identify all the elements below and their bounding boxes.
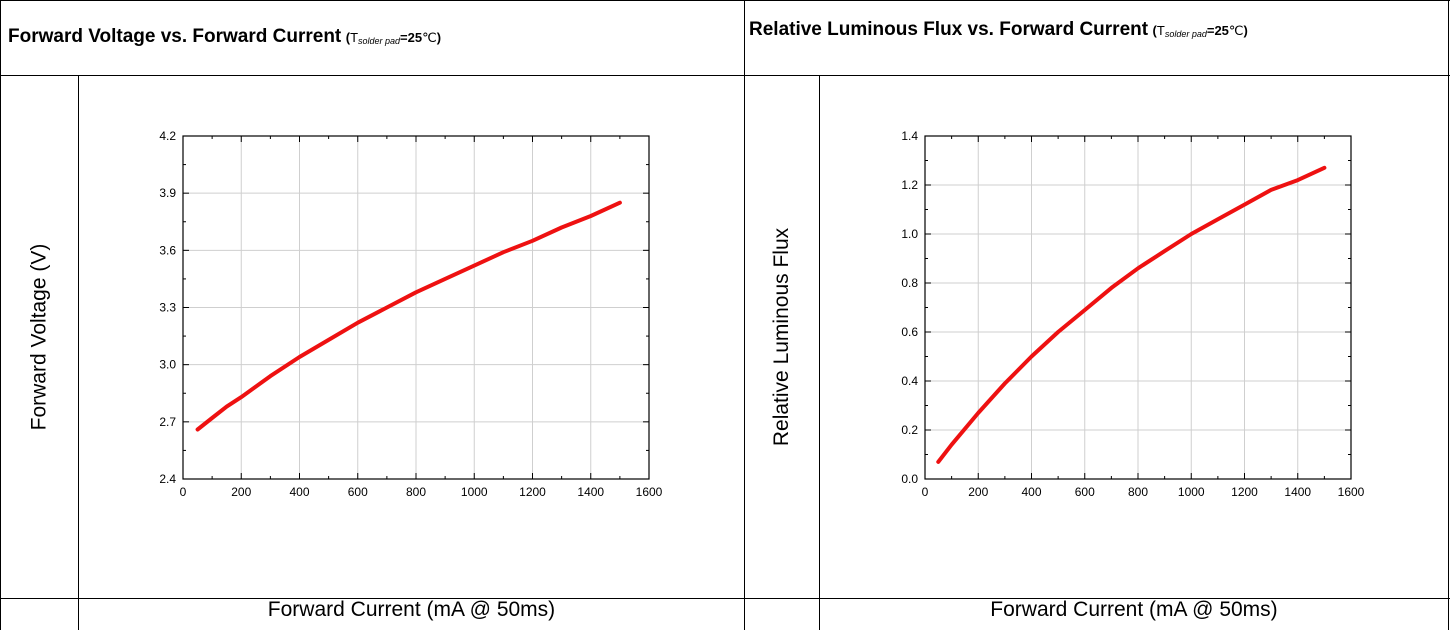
panel-1-condition: (Tsolder pad=25℃): [345, 30, 442, 46]
plot-row-bottom-border: [0, 598, 1450, 599]
fv-x-tick-label: 0: [180, 485, 187, 499]
flux-y-tick-label: 1.2: [901, 178, 918, 192]
panel-1-title: Forward Voltage vs. Forward Current: [8, 26, 342, 47]
table-left-border: [0, 0, 1, 630]
panel-2-xlabel: Forward Current (mA @ 50ms): [990, 598, 1278, 621]
flux-x-tick-label: 200: [968, 485, 988, 499]
flux-y-tick-label: 1.0: [901, 227, 918, 241]
fv-x-tick-label: 1000: [461, 485, 488, 499]
fv-y-tick-label: 3.6: [159, 243, 176, 257]
flux-series-line: [936, 165, 1327, 464]
flux-x-tick-label: 0: [922, 485, 929, 499]
header-bottom-border: [0, 75, 1450, 76]
fv-x-tick-label: 1600: [636, 485, 663, 499]
fv-x-tick-label: 200: [231, 485, 251, 499]
fv-y-tick-label: 4.2: [159, 129, 176, 143]
flux-y-tick-label: 0.2: [901, 423, 918, 437]
flux-y-tick-label: 0.8: [901, 276, 918, 290]
panel-divider: [744, 0, 745, 630]
fv-x-tick-label: 400: [289, 485, 309, 499]
panel-1-header: Forward Voltage vs. Forward Current (Tso…: [8, 26, 738, 48]
flux-y-tick-label: 0.0: [901, 472, 918, 486]
fv-y-tick-label: 3.0: [159, 358, 176, 372]
right-ylabel-column-border: [819, 75, 820, 630]
flux-x-tick-label: 600: [1075, 485, 1095, 499]
panel-2-header: Relative Luminous Flux vs. Forward Curre…: [749, 19, 1445, 41]
flux-y-tick-label: 0.4: [901, 374, 918, 388]
flux-x-tick-label: 1000: [1178, 485, 1205, 499]
flux-y-tick-label: 0.6: [901, 325, 918, 339]
fv-x-tick-label: 1400: [577, 485, 604, 499]
fv-y-tick-label: 3.9: [159, 186, 176, 200]
fv-y-tick-label: 2.4: [159, 472, 176, 486]
panel-2-title: Relative Luminous Flux vs. Forward Curre…: [749, 19, 1149, 40]
fv-series-line: [195, 200, 622, 432]
fv-y-tick-label: 3.3: [159, 301, 176, 315]
table-top-border: [0, 0, 1450, 1]
flux-plot-frame: [924, 135, 1352, 480]
fv-plot-frame: [182, 135, 650, 480]
flux-x-tick-label: 1400: [1284, 485, 1311, 499]
panel-2-condition: (Tsolder pad=25℃): [1152, 23, 1248, 39]
fv-x-tick-label: 800: [406, 485, 426, 499]
fv-y-tick-label: 2.7: [159, 415, 176, 429]
fv-x-tick-label: 1200: [519, 485, 546, 499]
panel-1-xlabel: Forward Current (mA @ 50ms): [267, 598, 556, 621]
flux-x-tick-label: 800: [1128, 485, 1148, 499]
table-right-border: [1448, 0, 1449, 630]
flux-y-tick-label: 1.4: [901, 129, 918, 143]
flux-x-tick-label: 400: [1021, 485, 1041, 499]
flux-x-tick-label: 1600: [1338, 485, 1365, 499]
flux-x-tick-label: 1200: [1231, 485, 1258, 499]
left-ylabel-column-border: [78, 75, 79, 630]
fv-x-tick-label: 600: [348, 485, 368, 499]
